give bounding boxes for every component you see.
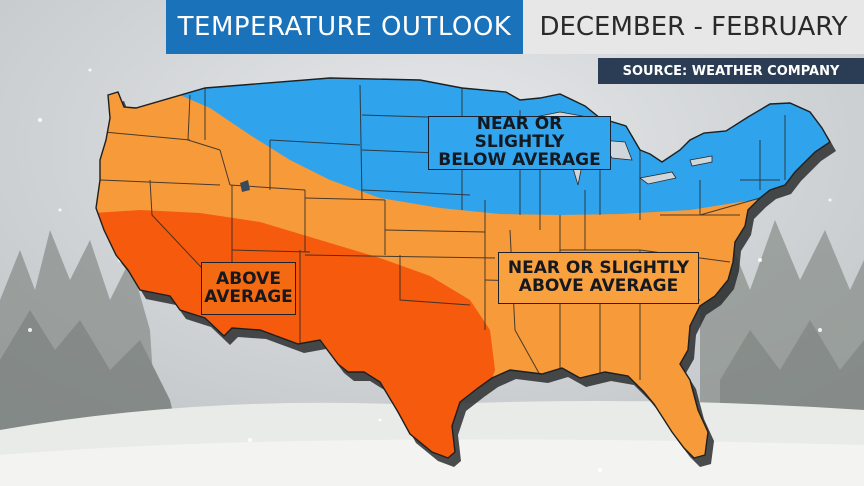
source-banner: SOURCE: WEATHER COMPANY <box>598 58 864 84</box>
label-near-above-average: NEAR OR SLIGHTLY ABOVE AVERAGE <box>498 252 699 304</box>
label-line: ABOVE <box>216 268 281 289</box>
label-near-below-average: NEAR OR SLIGHTLY BELOW AVERAGE <box>428 114 611 170</box>
label-line: ABOVE AVERAGE <box>518 276 679 296</box>
label-line: NEAR OR SLIGHTLY <box>474 114 565 153</box>
period-banner: DECEMBER - FEBRUARY <box>523 0 864 54</box>
salt-lake <box>240 180 250 192</box>
period-text: DECEMBER - FEBRUARY <box>539 12 848 42</box>
label-line: NEAR OR SLIGHTLY <box>507 258 690 279</box>
title-text: TEMPERATURE OUTLOOK <box>177 12 512 42</box>
label-above-average: ABOVE AVERAGE <box>201 262 296 315</box>
label-line: BELOW AVERAGE <box>438 149 601 170</box>
label-line: AVERAGE <box>204 286 293 307</box>
source-text: SOURCE: WEATHER COMPANY <box>622 63 840 79</box>
title-banner: TEMPERATURE OUTLOOK <box>166 0 523 54</box>
